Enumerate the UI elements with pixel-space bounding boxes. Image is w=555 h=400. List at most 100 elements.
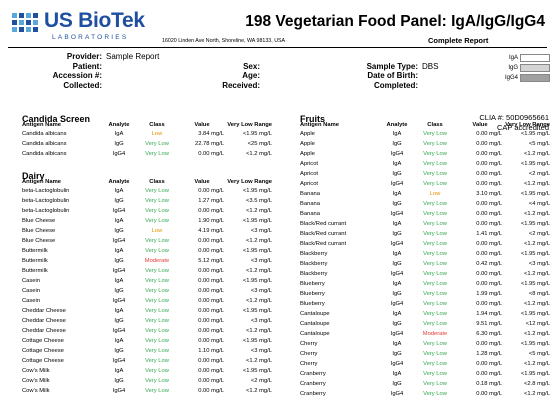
column-header-range: Very Low Range xyxy=(227,122,272,128)
clia-number: CLIA #: 50D0965661 xyxy=(479,113,549,122)
result-row: Cheddar Cheese IgA Very Low 0.00 mg/L <1.95 … xyxy=(22,306,272,316)
range-cell: <2.8 mg/L xyxy=(524,380,550,387)
range-cell: <5 mg/L xyxy=(528,140,550,147)
antigen-name: Cherry xyxy=(300,350,318,357)
range-cell: <1.2 mg/L xyxy=(246,327,272,334)
analyte-cell: IgA xyxy=(114,307,124,314)
range-cell: <2 mg/L xyxy=(528,230,550,237)
class-cell: Very Low xyxy=(145,377,169,384)
analyte-cell: IgA xyxy=(392,220,402,227)
column-header-analyte: Analyte xyxy=(386,122,408,128)
antigen-name: beta-Lactoglobulin xyxy=(22,207,70,214)
range-cell: <8 mg/L xyxy=(528,290,550,297)
value-cell: 0.00 mg/L xyxy=(476,130,502,137)
antigen-name: Cranberry xyxy=(300,380,326,387)
antigen-name: Buttermilk xyxy=(22,247,48,254)
analyte-cell: IgG xyxy=(114,377,124,384)
value-cell: 0.00 mg/L xyxy=(476,240,502,247)
analyte-cell: IgG4 xyxy=(112,237,126,244)
value-cell: 4.19 mg/L xyxy=(198,227,224,234)
result-row: Apple IgG4 Very Low 0.00 mg/L <1.2 mg/L xyxy=(300,149,550,159)
class-cell: Very Low xyxy=(423,370,447,377)
analyte-cell: IgG xyxy=(392,350,402,357)
result-row: Cottage Cheese IgG Very Low 1.10 mg/L <3 mg/… xyxy=(22,346,272,356)
result-row: Cottage Cheese IgG4 Very Low 0.00 mg/L <1.2 … xyxy=(22,356,272,366)
range-cell: <3 mg/L xyxy=(250,257,272,264)
class-cell: Very Low xyxy=(423,240,447,247)
range-cell: <1.2 mg/L xyxy=(246,387,272,394)
range-cell: <1.2 mg/L xyxy=(524,390,550,397)
legend-swatch xyxy=(520,74,550,82)
result-row: Cheddar Cheese IgG Very Low 0.00 mg/L <3 mg/… xyxy=(22,316,272,326)
results-table-candida: Antigen Name Analyte Class Value Very Low Ra… xyxy=(22,122,272,159)
analyte-cell: IgA xyxy=(392,160,402,167)
column-header-range: Very Low Range xyxy=(505,122,550,128)
analyte-cell: IgA xyxy=(114,130,124,137)
range-cell: <1.2 mg/L xyxy=(524,360,550,367)
class-cell: Very Low xyxy=(423,250,447,257)
column-header-antigen: Antigen Name xyxy=(22,122,61,128)
antigen-name: Cantaloupe xyxy=(300,320,330,327)
result-row: Cranberry IgG4 Very Low 0.00 mg/L <1.2 mg/L xyxy=(300,389,550,399)
class-cell: Very Low xyxy=(423,280,447,287)
value-cell: 0.00 mg/L xyxy=(476,150,502,157)
class-cell: Very Low xyxy=(145,217,169,224)
result-row: Blackberry IgG Very Low 0.42 mg/L <3 mg/L xyxy=(300,259,550,269)
antibody-legend: IgA IgG IgG4 xyxy=(500,53,550,83)
sex-label: Sex: xyxy=(243,61,260,71)
antigen-name: Cantaloupe xyxy=(300,310,330,317)
antigen-name: Banana xyxy=(300,210,320,217)
analyte-cell: IgG4 xyxy=(112,327,126,334)
range-cell: <1.2 mg/L xyxy=(524,180,550,187)
collected-label: Collected: xyxy=(63,80,102,90)
class-cell: Very Low xyxy=(423,170,447,177)
value-cell: 0.00 mg/L xyxy=(198,317,224,324)
antigen-name: Blueberry xyxy=(300,280,325,287)
antigen-name: Casein xyxy=(22,297,41,304)
range-cell: <1.2 mg/L xyxy=(524,300,550,307)
range-cell: <3 mg/L xyxy=(250,287,272,294)
antigen-name: Buttermilk xyxy=(22,267,48,274)
legend-swatch xyxy=(520,54,550,62)
range-cell: <1.95 mg/L xyxy=(520,340,550,347)
class-cell: Very Low xyxy=(423,230,447,237)
analyte-cell: IgA xyxy=(392,340,402,347)
analyte-cell: IgG xyxy=(392,230,402,237)
result-row: Cottage Cheese IgA Very Low 0.00 mg/L <1.95 … xyxy=(22,336,272,346)
header-divider xyxy=(8,47,547,48)
analyte-cell: IgA xyxy=(114,187,124,194)
range-cell: <2 mg/L xyxy=(250,377,272,384)
patient-info-labels-right: Sample Type: Date of Birth: Completed: xyxy=(320,62,418,91)
column-header-range: Very Low Range xyxy=(227,179,272,185)
page-title: 198 Vegetarian Food Panel: IgA/IgG/IgG4 xyxy=(245,13,545,30)
patient-info-values-right: DBS xyxy=(422,62,438,72)
antigen-name: Blue Cheese xyxy=(22,217,56,224)
range-cell: <1.95 mg/L xyxy=(520,130,550,137)
value-cell: 0.00 mg/L xyxy=(476,280,502,287)
antigen-name: Blackberry xyxy=(300,270,328,277)
result-row: Banana IgG Very Low 0.00 mg/L <4 mg/L xyxy=(300,199,550,209)
value-cell: 0.00 mg/L xyxy=(476,370,502,377)
range-cell: <1.95 mg/L xyxy=(242,337,272,344)
results-table-dairy: Antigen Name Analyte Class Value Very Low Ra… xyxy=(22,179,272,396)
value-cell: 0.00 mg/L xyxy=(476,170,502,177)
range-cell: <1.95 mg/L xyxy=(242,307,272,314)
analyte-cell: IgG4 xyxy=(112,387,126,394)
antigen-name: Banana xyxy=(300,200,320,207)
logo-subtitle: LABORATORIES xyxy=(52,34,129,41)
antigen-name: Cranberry xyxy=(300,370,326,377)
range-cell: <1.95 mg/L xyxy=(520,280,550,287)
antigen-name: Cow's Milk xyxy=(22,387,50,394)
result-row: Candida albicans IgG4 Very Low 0.00 mg/L <1.… xyxy=(22,149,272,159)
antigen-name: Cherry xyxy=(300,340,318,347)
value-cell: 5.12 mg/L xyxy=(198,257,224,264)
section-title-dairy: Dairy xyxy=(22,171,45,181)
class-cell: Low xyxy=(151,227,163,234)
antigen-name: Black/Red currant xyxy=(300,240,347,247)
class-cell: Very Low xyxy=(145,267,169,274)
analyte-cell: IgG xyxy=(114,317,124,324)
class-cell: Very Low xyxy=(423,160,447,167)
antigen-name: Cow's Milk xyxy=(22,377,50,384)
result-row: beta-Lactoglobulin IgG Very Low 1.27 mg/L <3… xyxy=(22,196,272,206)
range-cell: <1.95 mg/L xyxy=(242,187,272,194)
